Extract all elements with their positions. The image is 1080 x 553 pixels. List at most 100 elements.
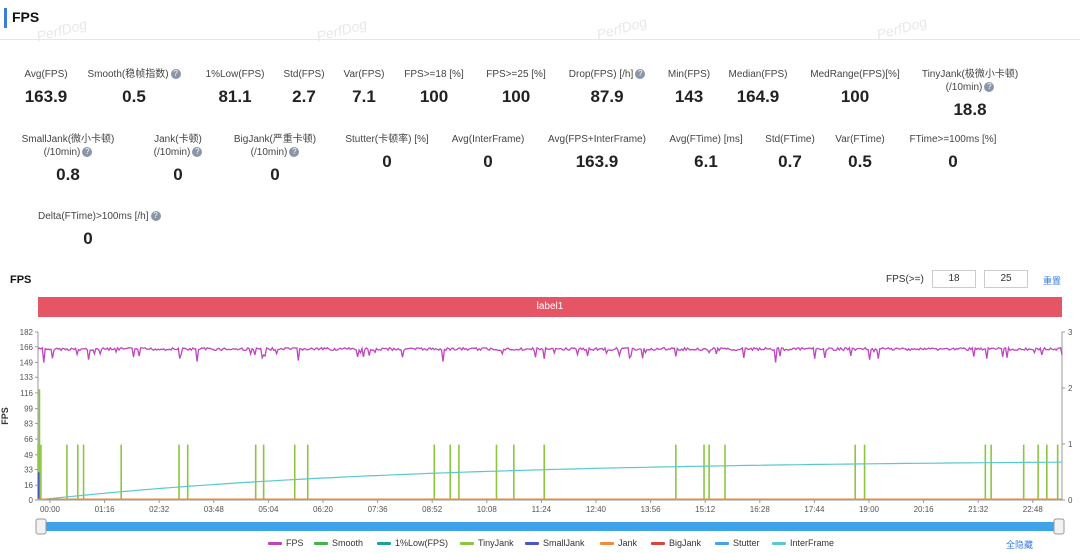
metric-value: 100 [840,87,870,106]
help-icon[interactable]: ? [150,211,161,222]
interframe-line [37,461,1062,501]
metric-value: 0.5 [848,152,872,171]
legend-label: TinyJank [478,538,514,548]
legend-swatch [377,542,391,546]
legend-swatch [600,542,614,546]
metric-value: 0.5 [122,87,146,106]
y2-tick-label: 1 [1068,440,1073,449]
header-accent-bar [4,8,7,28]
metric-label: SmallJank(微小卡顿) (/10min)? [21,134,115,158]
y-tick-label: 66 [24,435,33,444]
metric-metrics_row2-3: Stutter(卡顿率) [%] 0 [337,133,437,172]
legend-item[interactable]: TinyJank [460,538,514,548]
y-tick-label: 149 [20,358,34,367]
hide-all-button[interactable]: 全隐藏 [1006,540,1034,550]
x-tick-label: 05:04 [258,505,279,514]
x-tick-label: 03:48 [204,505,225,514]
metric-label: TinyJank(极微小卡顿) (/10min)? [921,69,1019,93]
fps-threshold-label: FPS(>=) [886,274,924,285]
metric-label: Drop(FPS) [/h]? [557,68,657,81]
range-slider-track [40,522,1060,531]
legend-item[interactable]: SmallJank [525,538,585,548]
x-tick-label: 02:32 [149,505,170,514]
metric-metrics_row1-4: Var(FPS) 7.1 [314,68,414,107]
metric-metrics_row1-10: MedRange(FPS)[%] 100 [805,68,905,107]
y-tick-label: 133 [20,373,34,382]
legend-swatch [460,542,474,546]
fps-threshold-low-input[interactable]: 18 [932,270,976,288]
metric-label: Jank(卡顿) (/10min)? [153,134,203,158]
metric-metrics_row3-0: Delta(FTime)>100ms [/h]? 0 [38,210,161,249]
reset-button[interactable]: 重置 [1043,276,1062,286]
legend-label: SmallJank [543,538,585,548]
metric-metrics_row2-7: Std(FTime) 0.7 [740,133,840,172]
legend-item[interactable]: Smooth [314,538,363,548]
x-tick-label: 15:12 [695,505,716,514]
legend-item[interactable]: BigJank [651,538,701,548]
help-icon[interactable]: ? [635,69,646,80]
legend-swatch [314,542,328,546]
legend-item[interactable]: FPS [268,538,304,548]
metric-metrics_row2-5: Avg(FPS+InterFrame) 163.9 [547,133,647,172]
help-icon[interactable]: ? [170,69,181,80]
y-tick-label: 166 [20,343,34,352]
metric-value: 18.8 [953,100,987,119]
help-icon[interactable]: ? [82,147,93,158]
metric-label: Min(FPS) [667,69,711,80]
metric-value: 0 [83,229,93,248]
metric-label: Avg(InterFrame) [451,134,525,145]
y-tick-label: 49 [24,451,33,460]
y-tick-label: 182 [20,328,34,337]
fps-threshold-high-input[interactable]: 25 [984,270,1028,288]
metric-value: 0 [270,165,280,184]
metric-value: 0.7 [778,152,802,171]
y-tick-label: 83 [24,419,33,428]
y-tick-label: 33 [24,466,33,475]
range-slider-handle-left[interactable] [35,518,47,535]
x-tick-label: 22:48 [1023,505,1044,514]
legend-swatch [268,542,282,546]
label-bar[interactable]: label1 [38,297,1062,317]
legend-swatch [651,542,665,546]
legend-label: Stutter [733,538,760,548]
chart-title: FPS [10,274,32,286]
legend-item[interactable]: 1%Low(FPS) [377,538,448,548]
metric-value: 163.9 [575,152,619,171]
x-tick-label: 01:16 [95,505,116,514]
y-tick-label: 116 [20,389,33,398]
legend-swatch [772,542,786,546]
metric-label: BigJank(严重卡顿) (/10min)? [233,134,317,158]
y-tick-label: 0 [29,496,34,505]
x-tick-label: 13:56 [641,505,662,514]
metric-metrics_row1-6: FPS>=25 [%] 100 [466,68,566,107]
metric-metrics_row1-11: TinyJank(极微小卡顿) (/10min)? 18.8 [920,68,1020,120]
range-slider-handle-right[interactable] [1053,518,1065,535]
metric-label: Smooth(稳帧指数)? [84,68,184,81]
x-tick-label: 17:44 [804,505,825,514]
metric-value: 164.9 [736,87,780,106]
y2-tick-label: 3 [1068,328,1073,337]
metric-metrics_row2-6: Avg(FTime) [ms] 6.1 [656,133,756,172]
x-tick-label: 07:36 [368,505,389,514]
metric-metrics_row1-1: Smooth(稳帧指数)? 0.5 [84,68,184,107]
fps-chart[interactable]: 0 16 33 49 66 83 99 116 133 149 166 182 0 1 2 3 FPS 00:00… [0,318,1080,538]
metric-metrics_row2-1: Jank(卡顿) (/10min)? 0 [128,133,228,185]
metric-metrics_row1-3: Std(FPS) 2.7 [254,68,354,107]
legend-item[interactable]: Jank [600,538,637,548]
y-axis-label: FPS [0,407,10,425]
legend-swatch [715,542,729,546]
metric-value: 6.1 [694,152,718,171]
metric-metrics_row2-8: Var(FTime) 0.5 [810,133,910,172]
legend-label: InterFrame [790,538,835,548]
y2-tick-label: 2 [1068,384,1073,393]
help-icon[interactable]: ? [192,147,203,158]
legend-item[interactable]: InterFrame [772,538,834,548]
metric-label: FTime>=100ms [%] [909,134,997,145]
metric-label: Avg(FPS+InterFrame) [548,134,646,145]
help-icon[interactable]: ? [289,147,300,158]
metric-label: Median(FPS) [728,69,788,80]
legend-item[interactable]: Stutter [715,538,760,548]
x-tick-label: 19:00 [859,505,880,514]
metric-metrics_row1-2: 1%Low(FPS) 81.1 [185,68,285,107]
help-icon[interactable]: ? [984,82,995,93]
